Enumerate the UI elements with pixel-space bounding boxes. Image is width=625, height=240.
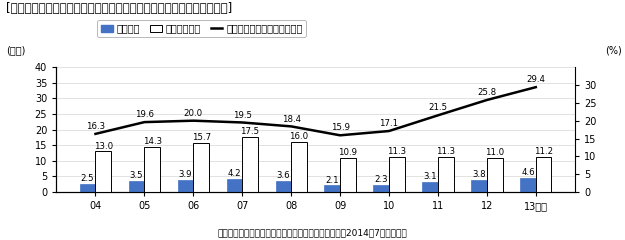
Bar	[193, 143, 209, 192]
Text: 17.1: 17.1	[379, 119, 399, 128]
Bar	[422, 182, 438, 192]
Text: 3.8: 3.8	[472, 170, 486, 179]
Text: 11.3: 11.3	[388, 147, 406, 156]
Text: (兆円): (兆円)	[6, 45, 26, 55]
Bar	[276, 181, 291, 192]
Bar	[471, 180, 487, 192]
Text: 4.6: 4.6	[521, 168, 535, 177]
Bar	[291, 142, 307, 192]
Bar	[373, 185, 389, 192]
Text: 19.5: 19.5	[232, 111, 252, 120]
Text: 3.1: 3.1	[423, 172, 437, 181]
Text: 29.4: 29.4	[526, 75, 545, 84]
Bar	[536, 157, 551, 192]
Text: 16.0: 16.0	[289, 132, 309, 141]
Bar	[80, 184, 96, 192]
Text: 11.0: 11.0	[485, 148, 504, 157]
Text: 16.3: 16.3	[86, 122, 105, 131]
Bar	[177, 180, 193, 192]
Text: 3.5: 3.5	[130, 171, 143, 180]
Text: （経済産業省ホームページ　海外事業活動基本調査（2014年7月調査））: （経済産業省ホームページ 海外事業活動基本調査（2014年7月調査））	[217, 228, 408, 238]
Text: 14.3: 14.3	[142, 138, 162, 146]
Text: 3.9: 3.9	[179, 170, 192, 179]
Text: 4.2: 4.2	[228, 169, 241, 178]
Text: 15.7: 15.7	[192, 133, 211, 142]
Bar	[438, 157, 454, 192]
Bar	[129, 181, 144, 192]
Bar	[144, 147, 160, 192]
Bar	[389, 157, 404, 192]
Text: 2.5: 2.5	[81, 174, 94, 183]
Legend: 現地法人, 国内法人企業, 海外設備投資比率（右目盛）: 現地法人, 国内法人企業, 海外設備投資比率（右目盛）	[98, 20, 306, 37]
Text: 18.4: 18.4	[282, 114, 301, 124]
Text: 20.0: 20.0	[184, 109, 203, 118]
Text: 2.1: 2.1	[326, 175, 339, 185]
Bar	[227, 179, 242, 192]
Bar	[324, 186, 340, 192]
Text: (%): (%)	[605, 45, 622, 55]
Text: 10.9: 10.9	[338, 148, 357, 157]
Text: [図表３　現地法人設備投資額及び海外設備投資比率の推移（製造業）]: [図表３ 現地法人設備投資額及び海外設備投資比率の推移（製造業）]	[6, 2, 232, 15]
Text: 3.6: 3.6	[276, 171, 290, 180]
Bar	[520, 178, 536, 192]
Text: 19.6: 19.6	[135, 110, 154, 119]
Text: 11.2: 11.2	[534, 147, 553, 156]
Bar	[487, 158, 502, 192]
Text: 17.5: 17.5	[241, 127, 259, 137]
Bar	[242, 137, 258, 192]
Text: 21.5: 21.5	[428, 103, 448, 113]
Text: 13.0: 13.0	[94, 142, 113, 150]
Text: 11.3: 11.3	[436, 147, 456, 156]
Text: 25.8: 25.8	[478, 88, 496, 97]
Bar	[340, 158, 356, 192]
Text: 15.9: 15.9	[331, 123, 349, 132]
Bar	[96, 151, 111, 192]
Text: 2.3: 2.3	[374, 175, 388, 184]
